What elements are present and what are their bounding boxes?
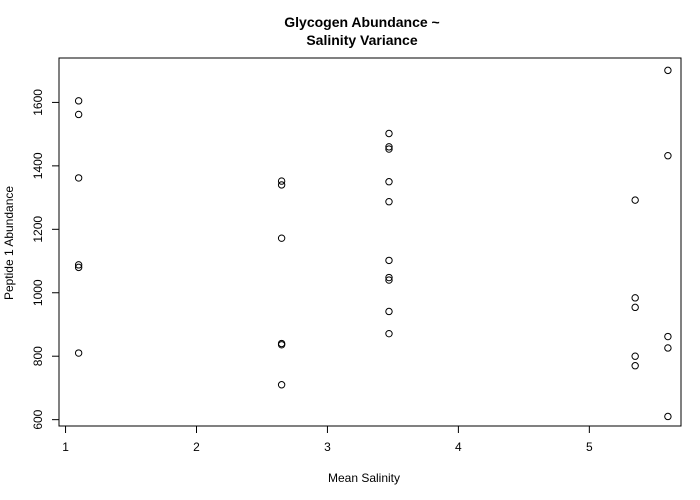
data-point: [385, 143, 393, 151]
data-points: [74, 66, 672, 421]
data-point: [74, 261, 83, 269]
x-tick-label: 1: [62, 440, 69, 454]
data-point: [631, 352, 639, 360]
data-point: [631, 362, 639, 370]
data-point: [664, 344, 672, 352]
data-point: [385, 329, 393, 338]
data-point: [631, 196, 639, 204]
data-point: [277, 177, 286, 185]
chart-title-line-1: Glycogen Abundance ~: [284, 14, 439, 30]
data-point: [277, 181, 286, 189]
x-tick-label: 5: [586, 440, 593, 454]
y-tick-label: 1200: [31, 216, 45, 243]
data-point: [277, 341, 286, 349]
data-point: [74, 174, 83, 182]
data-point: [385, 198, 393, 206]
data-point: [385, 276, 393, 284]
data-point: [277, 234, 286, 242]
y-axis-label: Peptide 1 Abundance: [2, 186, 16, 300]
data-point: [385, 145, 393, 153]
y-tick-label: 1600: [31, 89, 45, 116]
y-tick-label: 600: [31, 409, 45, 429]
x-tick-label: 2: [193, 440, 200, 454]
x-tick-label: 4: [455, 440, 462, 454]
y-tick-label: 1400: [31, 152, 45, 179]
y-tick-label: 1000: [31, 279, 45, 306]
data-point: [277, 381, 286, 389]
data-point: [385, 256, 393, 265]
data-point: [664, 332, 672, 341]
x-tick-label: 3: [324, 440, 331, 454]
data-point: [385, 129, 393, 138]
y-axis: 600 800 1000 1200 1400 1600: [31, 89, 60, 430]
x-axis-label: Mean Salinity: [328, 471, 400, 485]
chart-title-line-2: Salinity Variance: [306, 32, 417, 48]
data-point: [631, 294, 639, 302]
y-tick-label: 800: [31, 346, 45, 366]
data-point: [385, 273, 393, 282]
data-point: [664, 66, 672, 75]
x-axis: 1 2 3 4 5: [62, 425, 593, 454]
data-point: [385, 178, 393, 186]
data-point: [631, 303, 639, 312]
data-point: [385, 307, 393, 316]
data-point: [74, 110, 83, 119]
data-point: [74, 349, 83, 357]
data-point: [664, 152, 672, 160]
data-point: [664, 412, 672, 421]
data-point: [74, 263, 83, 272]
data-point: [74, 97, 83, 105]
plot-area-frame: [58, 57, 682, 427]
